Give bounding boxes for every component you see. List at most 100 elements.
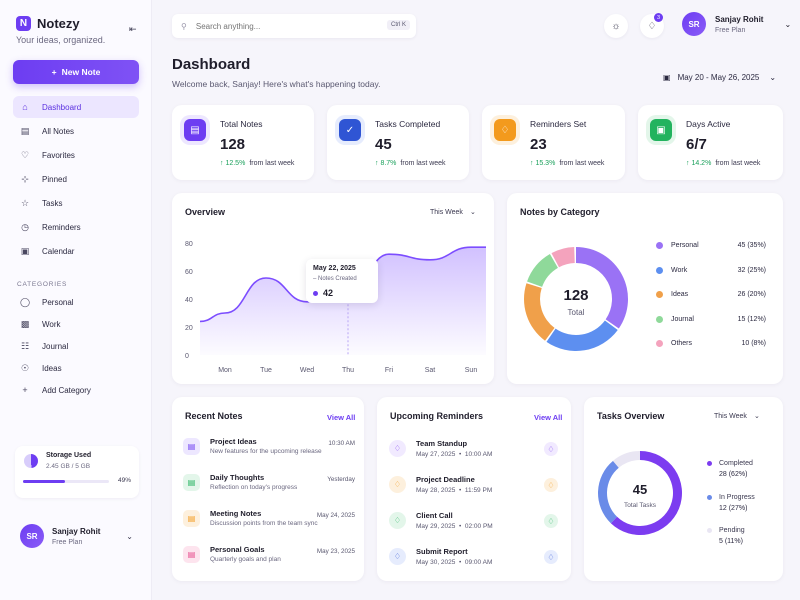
donut-center-value: 128 — [563, 287, 588, 304]
tooltip-label: – Notes Created — [313, 276, 357, 282]
y-tick-label: 40 — [185, 297, 193, 304]
theme-toggle-button[interactable]: ☼ — [604, 14, 628, 38]
category-personal[interactable]: ◯ Personal — [13, 292, 139, 312]
sidebar-item-pinned[interactable]: ⊹ Pinned — [13, 168, 139, 190]
storage-widget: Storage Used 2.45 GB / 5 GB 49% — [15, 446, 139, 498]
check-icon: ✓ — [339, 119, 361, 141]
legend-value: 45 (35%) — [737, 242, 766, 249]
date-range-picker[interactable]: ▣ May 20 - May 26, 2025 ⌄ — [656, 66, 784, 88]
notes-by-category-card: Notes by Category 128 Total — [507, 193, 783, 384]
sidebar-item-favorites[interactable]: ♡ Favorites — [13, 144, 139, 166]
tasks-range-select[interactable]: This Week ⌄ — [708, 409, 766, 423]
list-item[interactable]: ♢ Project Deadline May 28, 2025 • 11:59 … — [389, 475, 561, 505]
note-title: Daily Thoughts — [210, 473, 265, 482]
sidebar: N Notezy Your ideas, organized. ⇤ + New … — [0, 0, 152, 600]
note-time: May 24, 2025 — [316, 512, 355, 519]
sidebar-item-label: Dashboard — [42, 102, 82, 112]
reminder-bell-icon[interactable]: ♢ — [544, 478, 558, 492]
new-note-button[interactable]: + New Note — [13, 60, 139, 84]
legend-dot — [656, 340, 663, 347]
collapse-sidebar-icon[interactable]: ⇤ — [129, 24, 137, 34]
briefcase-icon: ▩ — [20, 318, 30, 329]
sidebar-item-reminders[interactable]: ◷ Reminders — [13, 216, 139, 238]
legend-label: In Progress — [719, 493, 755, 501]
note-description: Quarterly goals and plan — [210, 556, 281, 563]
chevron-down-icon[interactable]: ⌄ — [126, 531, 133, 541]
note-description: Discussion points from the team sync — [210, 520, 318, 527]
search-input[interactable] — [195, 21, 366, 31]
tasks-donut-chart[interactable]: 45 Total Tasks — [584, 397, 783, 581]
reminder-bell-icon[interactable]: ♢ — [544, 442, 558, 456]
legend-dot — [656, 242, 663, 249]
sidebar-user-card[interactable]: SR Sanjay Rohit Free Plan ⌄ — [15, 518, 139, 554]
stat-card-total-notes: ▤ Total Notes 128 ↑ 12.5% from last week — [172, 105, 314, 180]
tasks-slice-completed — [610, 451, 682, 535]
legend-item: Others 10 (8%) — [656, 340, 766, 347]
search-bar[interactable]: ⚲ Ctrl K — [172, 14, 416, 38]
range-label: This Week — [714, 412, 747, 420]
list-item[interactable]: ♢ Client Call May 29, 2025 • 02:00 PM ♢ — [389, 511, 561, 541]
y-tick-label: 60 — [185, 269, 193, 276]
reminder-datetime: May 29, 2025 • 02:00 PM — [416, 523, 493, 530]
user-plan: Free Plan — [715, 26, 746, 34]
sidebar-item-tasks[interactable]: ☆ Tasks — [13, 192, 139, 214]
chevron-down-icon: ⌄ — [769, 72, 777, 82]
sidebar-item-label: Reminders — [42, 222, 81, 232]
x-tick-label: Sun — [465, 367, 478, 374]
category-work[interactable]: ▩ Work — [13, 314, 139, 334]
note-time: Yesterday — [327, 476, 355, 483]
add-category-button[interactable]: + Add Category — [13, 380, 139, 400]
reminder-bell-icon[interactable]: ♢ — [544, 514, 558, 528]
categories-nav: ◯ Personal ▩ Work ☷ Journal ☉ Ideas + Add Cat… — [13, 292, 139, 402]
calendar-icon: ▣ — [20, 245, 30, 256]
sidebar-item-dashboard[interactable]: ⌂ Dashboard — [13, 96, 139, 118]
tooltip-value: 42 — [313, 288, 333, 298]
notifications-button[interactable]: ♢ 3 — [640, 13, 664, 38]
legend-item: Ideas 26 (20%) — [656, 291, 766, 298]
legend-value: 28 (62%) — [719, 471, 748, 478]
list-item[interactable]: ▤ Project Ideas New features for the upc… — [183, 437, 355, 467]
view-all-notes-link[interactable]: View All — [327, 413, 356, 422]
tasks-overview-card: Tasks Overview This Week ⌄ 45 Total Tasks — [584, 397, 783, 581]
reminder-bell-icon[interactable]: ♢ — [544, 550, 558, 564]
legend-label: Personal — [671, 242, 699, 249]
list-item[interactable]: ▤ Personal Goals Quarterly goals and pla… — [183, 545, 355, 575]
chart-tooltip: May 22, 2025 – Notes Created 42 — [306, 259, 378, 303]
legend-dot — [707, 461, 712, 466]
page-title: Dashboard — [172, 56, 251, 73]
list-item[interactable]: ♢ Team Standup May 27, 2025 • 10:00 AM ♢ — [389, 439, 561, 469]
stat-card-days-active: ▣ Days Active 6/7 ↑ 14.2% from last week — [638, 105, 783, 180]
overview-range-select[interactable]: This Week ⌄ — [424, 205, 482, 219]
storage-title: Storage Used — [46, 452, 92, 459]
x-tick-label: Wed — [300, 367, 314, 374]
arrow-up-icon: ↑ 8.7% — [375, 160, 397, 167]
brand[interactable]: N Notezy — [16, 16, 80, 31]
chevron-down-icon[interactable]: ⌄ — [784, 19, 792, 29]
notification-badge: 3 — [654, 13, 663, 22]
tasks-icon: ☆ — [20, 197, 30, 208]
donut-center — [542, 265, 610, 333]
pin-icon: ⊹ — [21, 173, 29, 184]
sidebar-item-label: Calendar — [42, 246, 75, 256]
reminder-datetime: May 30, 2025 • 09:00 AM — [416, 559, 493, 566]
arrow-up-icon: ↑ 14.2% — [686, 160, 712, 167]
header-user-menu[interactable]: SR Sanjay Rohit Free Plan ⌄ — [682, 12, 791, 36]
stat-card-reminders-set: ♢ Reminders Set 23 ↑ 15.3% from last week — [482, 105, 625, 180]
y-tick-label: 0 — [185, 353, 189, 360]
list-item[interactable]: ▤ Meeting Notes Discussion points from t… — [183, 509, 355, 539]
recent-notes-title: Recent Notes — [185, 411, 243, 421]
search-icon: ⚲ — [181, 21, 187, 31]
category-journal[interactable]: ☷ Journal — [13, 336, 139, 356]
sidebar-item-all-notes[interactable]: ▤ All Notes — [13, 120, 139, 142]
category-ideas[interactable]: ☉ Ideas — [13, 358, 139, 378]
x-tick-label: Mon — [218, 367, 232, 374]
list-item[interactable]: ▤ Daily Thoughts Reflection on today's p… — [183, 473, 355, 503]
view-all-reminders-link[interactable]: View All — [534, 413, 563, 422]
note-time: May 23, 2025 — [316, 548, 355, 555]
sidebar-item-calendar[interactable]: ▣ Calendar — [13, 240, 139, 262]
reminder-datetime: May 28, 2025 • 11:59 PM — [416, 487, 493, 494]
legend-dot — [656, 291, 663, 298]
legend-dot — [707, 528, 712, 533]
category-donut-chart[interactable]: 128 Total — [507, 193, 783, 384]
list-item[interactable]: ♢ Submit Report May 30, 2025 • 09:00 AM … — [389, 547, 561, 577]
